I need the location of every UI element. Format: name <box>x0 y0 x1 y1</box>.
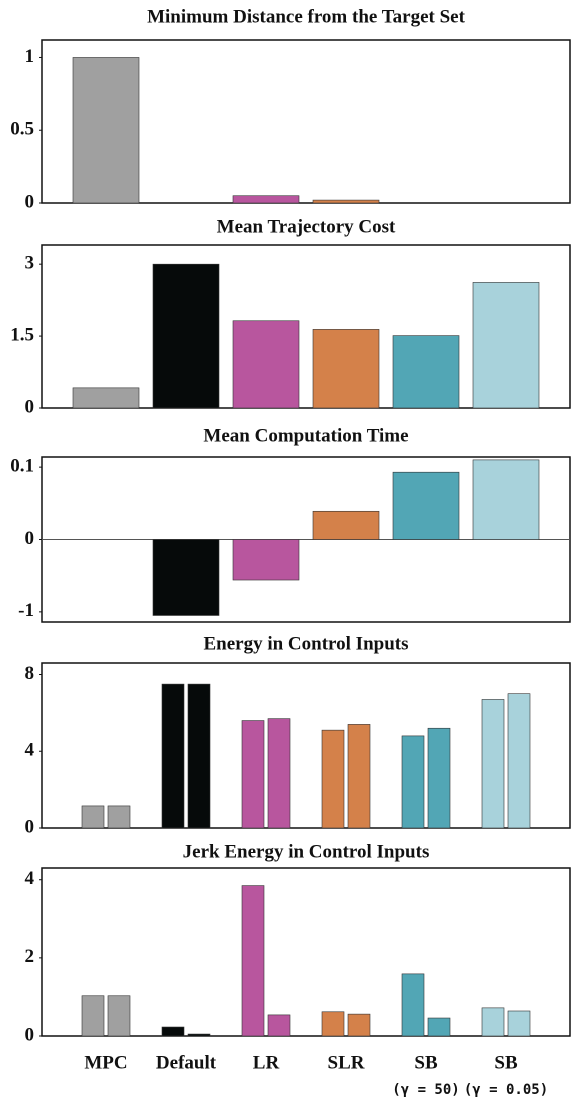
bar <box>392 335 460 409</box>
bar <box>401 973 425 1037</box>
bar <box>481 1007 505 1037</box>
y-tick-label: 1.5 <box>10 324 34 345</box>
chart-title: Jerk Energy in Control Inputs <box>183 841 430 862</box>
bar <box>152 263 220 409</box>
x-tick-label: MPC <box>84 1052 127 1073</box>
y-tick-label: -1 <box>18 600 34 621</box>
y-tick-label: 0.5 <box>10 119 34 140</box>
bar <box>401 735 425 829</box>
bar <box>427 1017 451 1037</box>
y-tick-label: 0 <box>25 396 35 417</box>
x-tick-label: Default <box>156 1052 217 1073</box>
bar <box>312 510 380 540</box>
y-tick-label: 0 <box>25 191 35 212</box>
y-tick-label: 0 <box>25 816 35 837</box>
bar <box>232 195 300 204</box>
bar <box>507 1010 531 1037</box>
y-tick-label: 3 <box>25 253 35 274</box>
bar <box>312 199 380 204</box>
bar <box>187 1033 211 1037</box>
bar <box>107 995 131 1037</box>
plot-frame <box>41 244 571 409</box>
bar <box>392 471 460 540</box>
plot-frame <box>41 662 571 829</box>
bar <box>232 539 300 581</box>
y-tick-label: 0.1 <box>10 455 34 476</box>
bar <box>81 805 105 829</box>
chart-title: Mean Trajectory Cost <box>217 216 396 237</box>
bar <box>472 459 540 540</box>
bar <box>72 387 140 409</box>
bar <box>107 805 131 829</box>
bar <box>187 683 211 829</box>
x-tick-label: SLR <box>328 1052 365 1073</box>
bar <box>161 1026 185 1037</box>
bar <box>321 1011 345 1037</box>
bar <box>267 718 291 829</box>
bar <box>72 57 140 204</box>
bar <box>152 539 220 616</box>
bar <box>232 320 300 409</box>
bar <box>161 683 185 829</box>
bar <box>481 699 505 829</box>
y-tick-label: 4 <box>25 740 35 761</box>
bar <box>507 693 531 829</box>
y-tick-label: 4 <box>25 868 35 889</box>
y-tick-label: 0 <box>25 1024 35 1045</box>
bar <box>321 729 345 829</box>
bar <box>347 1013 371 1037</box>
bar <box>241 885 265 1037</box>
plot-frame <box>41 867 571 1037</box>
bar <box>267 1014 291 1037</box>
y-tick-label: 0 <box>25 528 35 549</box>
chart-title: Minimum Distance from the Target Set <box>147 6 466 27</box>
y-tick-label: 1 <box>25 46 35 67</box>
bar <box>241 720 265 829</box>
bar <box>347 724 371 829</box>
plot-frame <box>41 39 571 204</box>
bar <box>81 995 105 1037</box>
x-tick-note: (γ = 0.05) <box>464 1082 548 1098</box>
x-tick-label: SB <box>494 1052 518 1073</box>
x-tick-note: (γ = 50) <box>392 1082 459 1098</box>
bar <box>427 727 451 829</box>
x-tick-label: LR <box>253 1052 280 1073</box>
bar <box>472 282 540 409</box>
bar <box>312 329 380 409</box>
chart-title: Energy in Control Inputs <box>203 633 408 654</box>
x-tick-label: SB <box>414 1052 438 1073</box>
y-tick-label: 2 <box>25 946 35 967</box>
y-tick-label: 8 <box>25 663 35 684</box>
chart-title: Mean Computation Time <box>203 425 408 446</box>
